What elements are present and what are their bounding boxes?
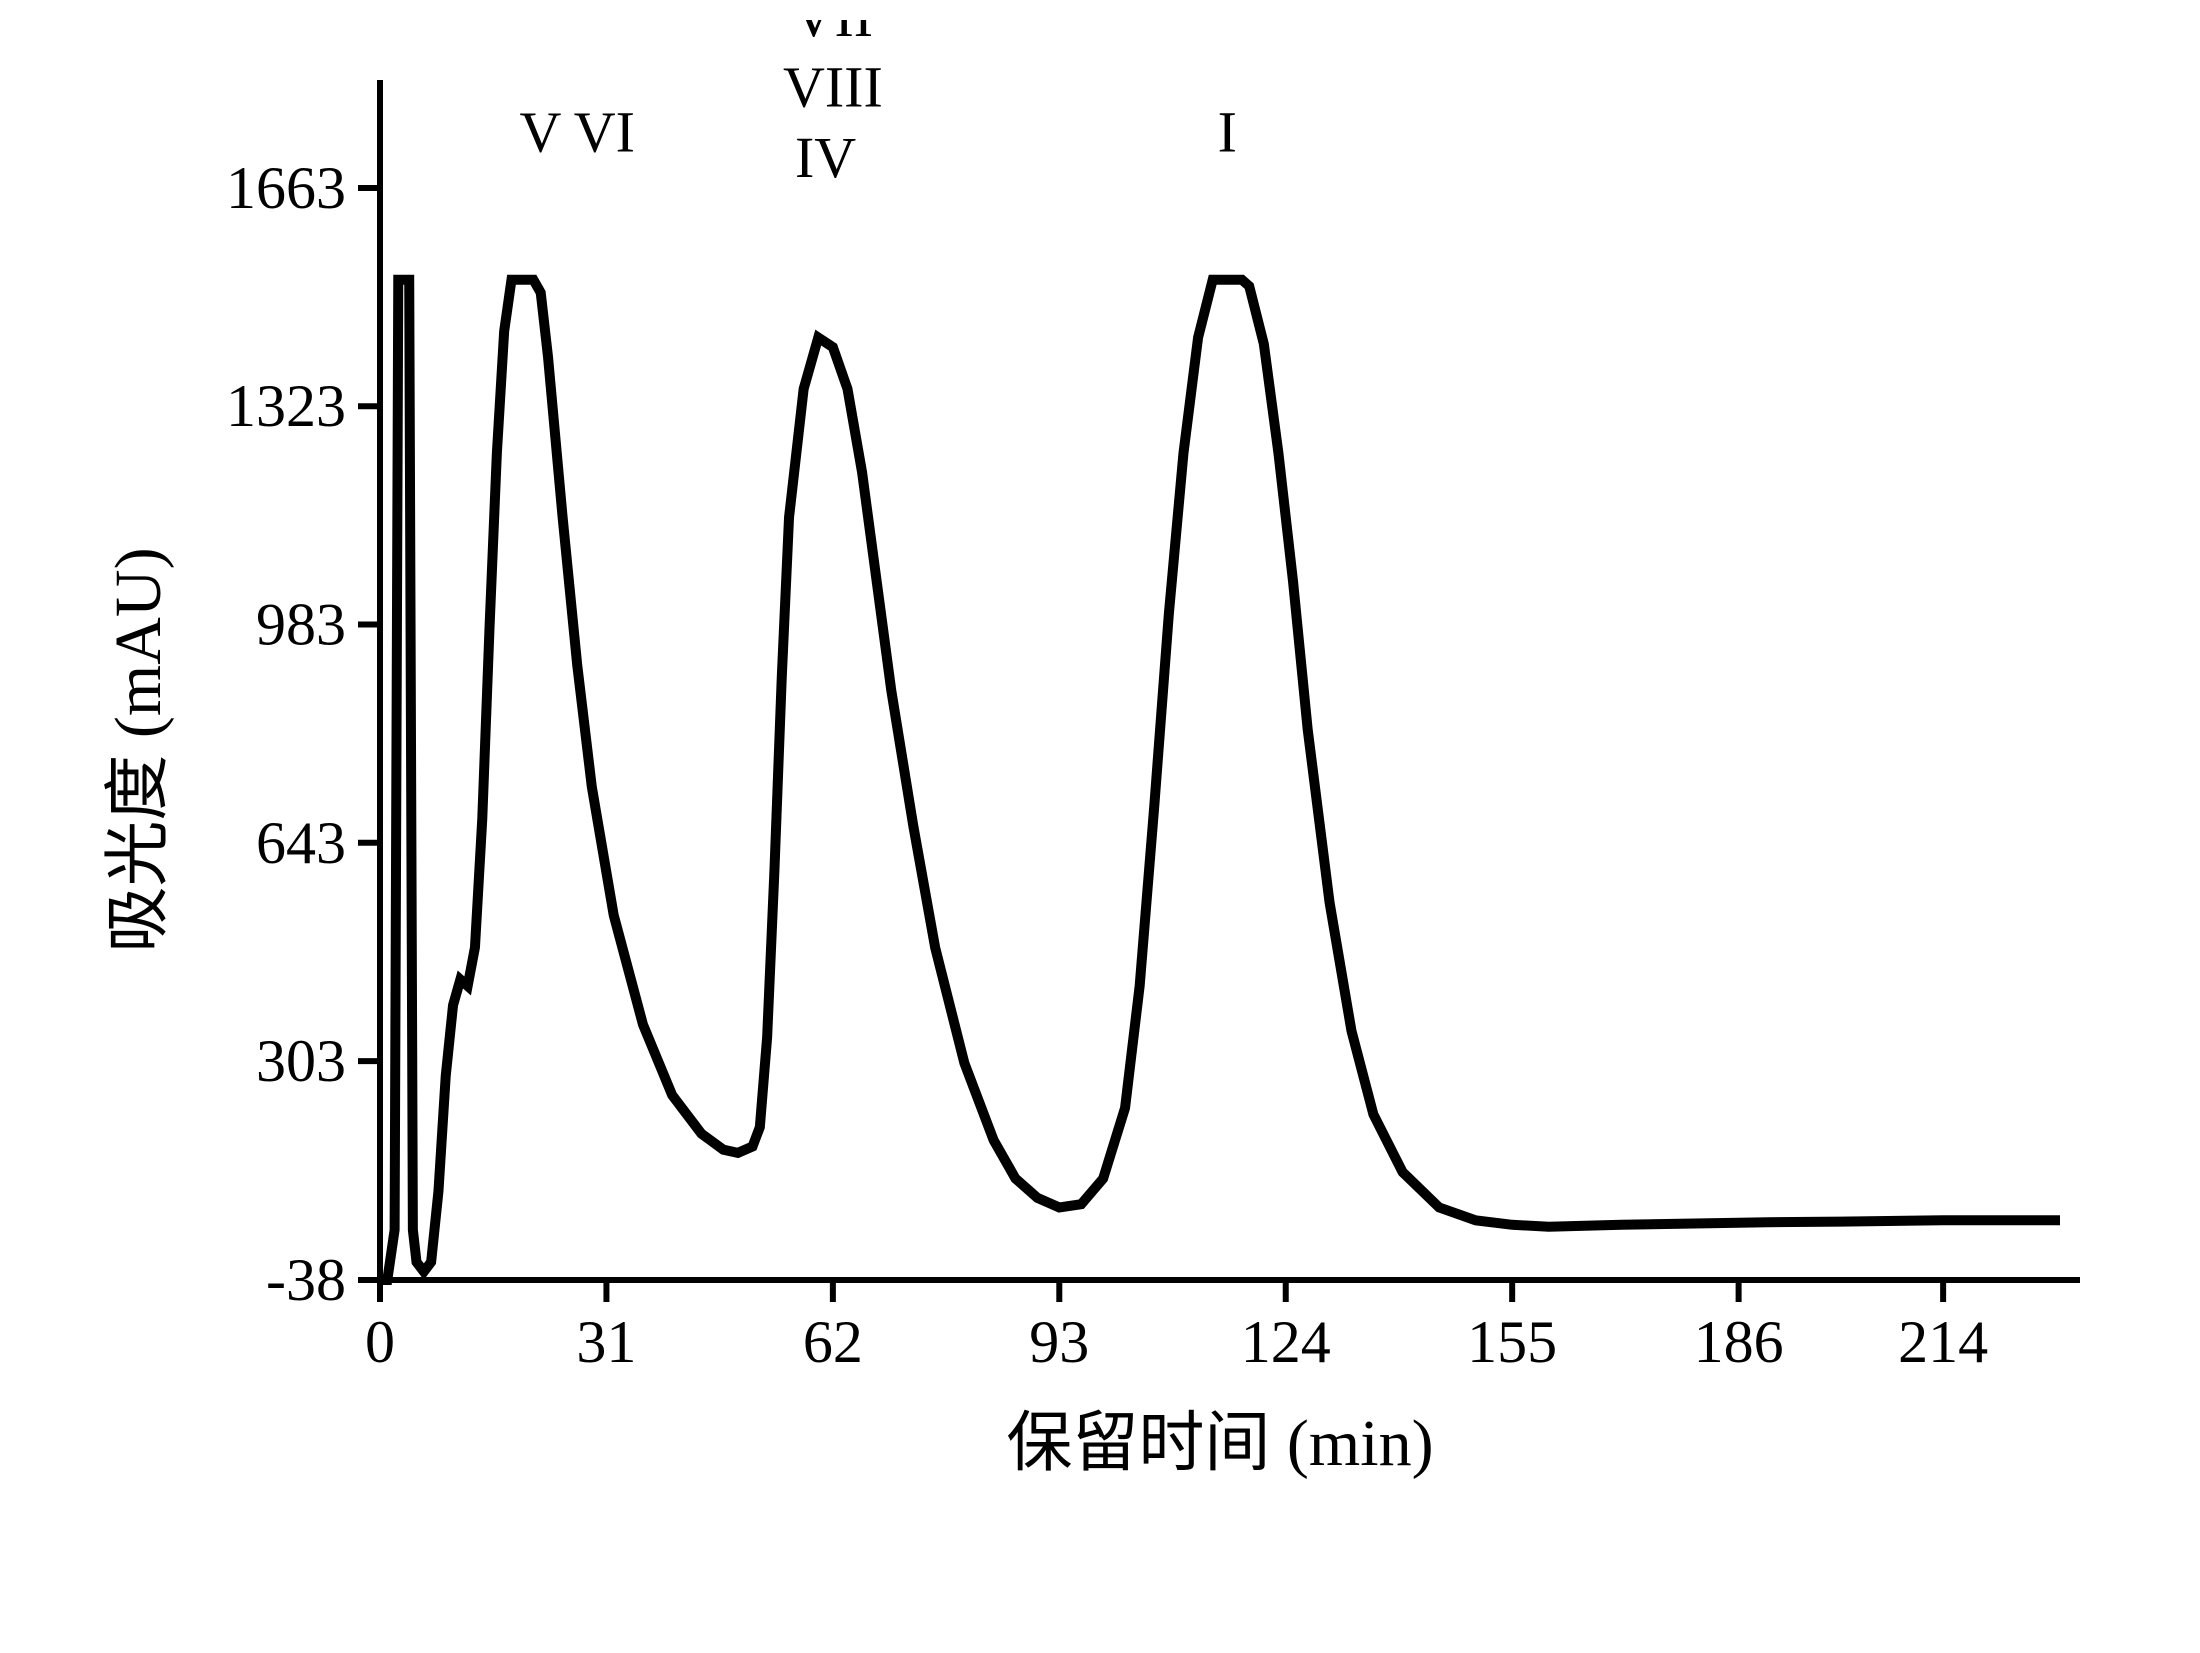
x-axis-label: 保留时间 (min) [1006,1407,1433,1480]
y-tick-label: -38 [266,1247,346,1313]
y-tick-label: 1663 [226,155,346,221]
peak-labels-group: V VI VII VIIIIV I [519,20,1237,190]
peak-label: IV [795,125,856,190]
peak-label: VII [793,20,874,49]
chart-svg: -38303643983132316630316293124155186214 … [100,20,2100,1620]
x-tick-label: 31 [576,1309,636,1375]
x-tick-label: 0 [365,1309,395,1375]
x-tick-label: 155 [1467,1309,1557,1375]
peak-label: I [1218,99,1237,164]
chromatogram-curve [380,280,2060,1280]
x-tick-label: 93 [1029,1309,1089,1375]
peak-label: V VI [519,99,635,164]
y-tick-label: 983 [256,592,346,658]
chromatogram-chart: -38303643983132316630316293124155186214 … [100,20,2100,1620]
y-axis-label: 吸光度 (mAU) [102,547,175,952]
x-tick-label: 186 [1694,1309,1784,1375]
y-tick-label: 303 [256,1028,346,1094]
tick-labels-group: -38 303 643 983 1323 1663 0 31 62 93 124 155 186 214 [226,155,1988,1375]
x-tick-label: 62 [803,1309,863,1375]
curve-group [380,280,2060,1280]
axes-group [380,80,2080,1280]
y-tick-label: 1323 [226,373,346,439]
y-tick-label: 643 [256,810,346,876]
x-tick-label: 214 [1898,1309,1988,1375]
peak-label: VIII [783,54,883,119]
ticks-group [358,188,1943,1302]
x-tick-label: 124 [1241,1309,1331,1375]
